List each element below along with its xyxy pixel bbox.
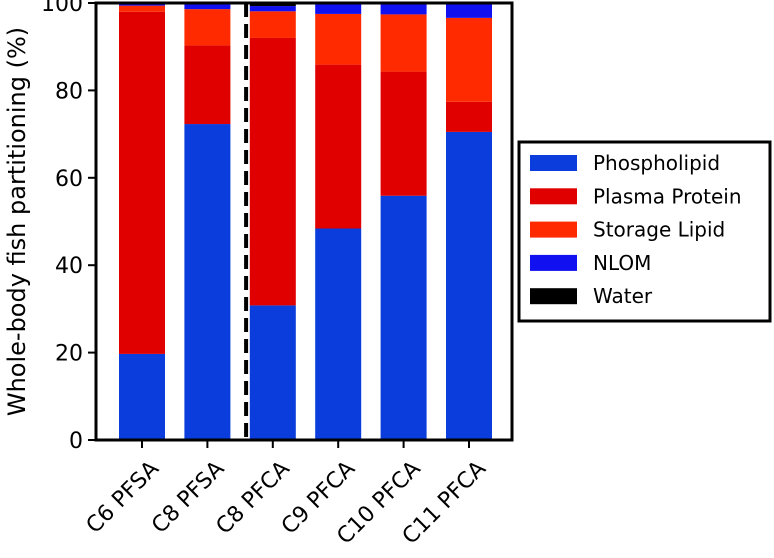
bar-segment-phospholipid-2 — [184, 124, 231, 441]
y-tick-label: 40 — [55, 254, 83, 279]
y-tick-label: 60 — [55, 167, 83, 192]
bar-segment-phospholipid-5 — [380, 195, 427, 440]
bar-segment-nlom-6 — [446, 3, 492, 18]
y-tick-label: 100 — [41, 0, 83, 17]
legend-swatch-storage-lipid — [530, 221, 577, 238]
bar-segment-nlom-1 — [119, 3, 165, 6]
legend-swatch-phospholipid — [530, 155, 577, 171]
y-tick-label: 80 — [55, 79, 83, 104]
bar-segment-plasma-protein-3 — [249, 37, 296, 306]
bar-segment-storage-lipid-5 — [380, 14, 427, 72]
legend-label-phospholipid: Phospholipid — [593, 151, 720, 175]
bar-segment-phospholipid-1 — [119, 353, 165, 440]
bar-segment-phospholipid-3 — [249, 305, 296, 440]
bar-segment-phospholipid-6 — [446, 131, 492, 441]
bar-segment-nlom-2 — [184, 3, 231, 10]
bar-segment-storage-lipid-6 — [446, 17, 492, 102]
bar-segment-storage-lipid-1 — [119, 5, 165, 12]
bar-segment-nlom-5 — [380, 3, 427, 15]
bar-segment-nlom-4 — [315, 3, 362, 14]
legend-swatch-water — [530, 288, 577, 305]
bar-segment-plasma-protein-1 — [119, 11, 165, 354]
y-axis-title: Whole-body fish partitioning (%) — [3, 27, 31, 416]
bar-segment-storage-lipid-2 — [184, 9, 231, 46]
bar-segment-storage-lipid-4 — [315, 13, 362, 65]
legend: Phospholipid Plasma Protein Storage Lipid N… — [517, 140, 772, 323]
bar-segment-storage-lipid-3 — [249, 11, 296, 38]
plot-frame — [94, 1, 514, 442]
legend-swatch-nlom — [530, 254, 577, 271]
bar-segment-plasma-protein-6 — [446, 101, 492, 132]
legend-label-plasma-protein: Plasma Protein — [593, 184, 742, 208]
bar-segment-plasma-protein-2 — [184, 45, 231, 125]
bar-segment-phospholipid-4 — [315, 228, 362, 440]
y-tick-label: 20 — [55, 342, 83, 367]
legend-label-storage-lipid: Storage Lipid — [593, 218, 725, 242]
legend-label-water: Water — [593, 284, 653, 308]
legend-swatch-plasma-protein — [530, 188, 577, 205]
bars-group — [119, 3, 492, 441]
y-tick-label: 0 — [69, 429, 83, 454]
bar-segment-plasma-protein-4 — [315, 64, 362, 229]
bar-segment-plasma-protein-5 — [380, 71, 427, 196]
bar-segment-water-3 — [249, 3, 296, 7]
y-axis: 0 20 40 60 80 100 — [41, 0, 96, 454]
legend-label-nlom: NLOM — [593, 251, 651, 275]
bar-segment-nlom-3 — [249, 6, 296, 12]
